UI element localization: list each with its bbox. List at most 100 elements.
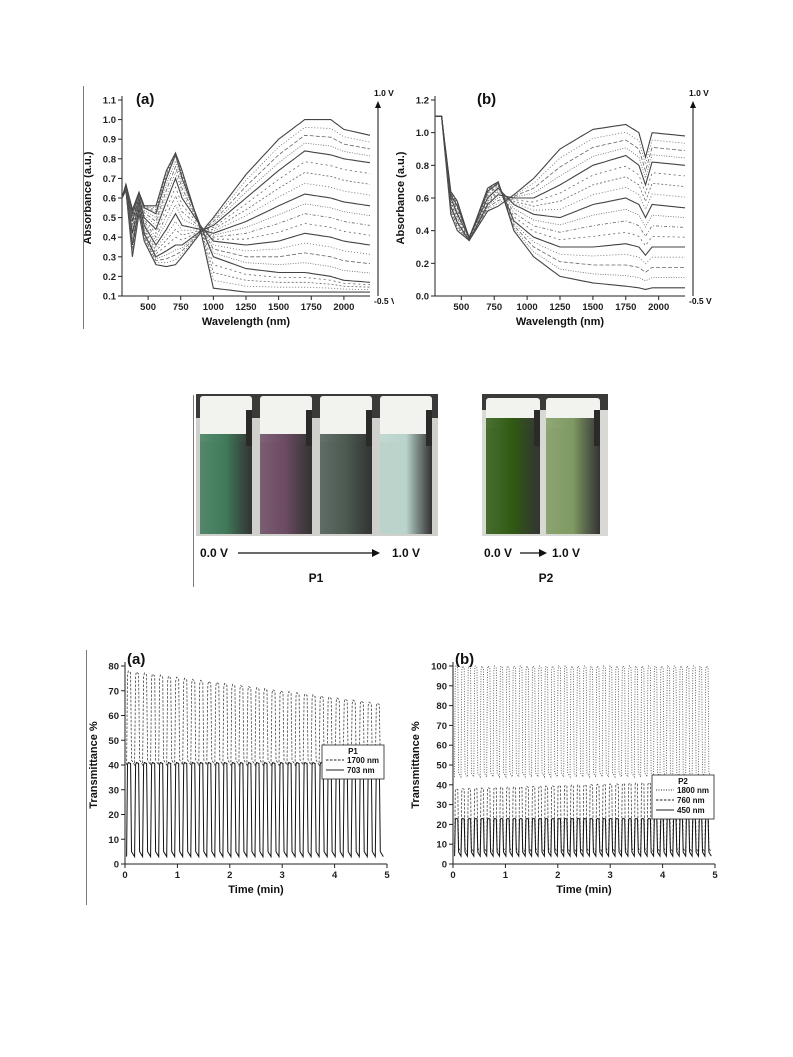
vial-clip: [246, 410, 252, 446]
p2-start-voltage: 0.0 V: [484, 546, 512, 560]
absorbance-curve: [121, 165, 371, 265]
x-tick-label: 1500: [268, 302, 289, 313]
x-tick-label: 4: [660, 870, 666, 881]
y-tick-label: 0.4: [416, 226, 430, 237]
fig1-left-rule: [83, 86, 84, 329]
absorbance-curve: [121, 153, 371, 286]
y-tick-label: 40: [436, 780, 447, 791]
absorbance-curve: [121, 176, 371, 246]
x-tick-label: 2: [555, 870, 560, 881]
legend-entry: 703 nm: [347, 766, 375, 775]
legend-entry: 1800 nm: [677, 786, 709, 795]
x-axis-label: Wavelength (nm): [516, 316, 605, 328]
x-tick-label: 1000: [517, 302, 538, 313]
y-tick-label: 60: [436, 741, 447, 752]
x-tick-label: 2000: [333, 302, 354, 313]
legend-entry: 450 nm: [677, 806, 705, 815]
voltage-arrow-head: [375, 101, 381, 108]
y-tick-label: 0.9: [103, 135, 116, 146]
y-tick-label: 0.0: [416, 292, 429, 303]
vial-cap: [320, 396, 372, 442]
p2-arrow-head: [539, 549, 547, 557]
legend-entry: 1700 nm: [347, 756, 379, 765]
y-tick-label: 0.5: [103, 213, 117, 224]
x-axis-label: Time (min): [228, 884, 284, 896]
vial-2: [260, 434, 312, 534]
y-tick-label: 50: [108, 736, 119, 747]
y-tick-label: 1.0: [103, 115, 116, 126]
y-tick-label: 0.8: [103, 154, 116, 165]
absorbance-curve: [435, 115, 686, 242]
panel-label: (b): [455, 651, 474, 668]
vial-cap: [260, 396, 312, 442]
vial-clip: [366, 410, 372, 446]
vial-6: [546, 418, 600, 534]
x-tick-label: 0: [450, 870, 455, 881]
x-tick-label: 3: [608, 870, 613, 881]
voltage-top-label: 1.0 V: [374, 88, 394, 98]
absorbance-curve: [435, 115, 686, 239]
legend-box: [651, 774, 715, 820]
y-tick-label: 0.2: [416, 259, 429, 270]
y-tick-label: 1.1: [103, 96, 117, 107]
y-tick-label: 0.6: [103, 194, 116, 205]
p1-label: P1: [309, 571, 324, 585]
vial-5: [486, 418, 540, 534]
x-tick-label: 0: [122, 870, 127, 881]
legend-title: P1: [348, 747, 358, 756]
vial-4: [380, 434, 432, 534]
absorbance-chart-b: 500 750 1000 1250 1500 1750 2000 0.0 0.2 0.4 0.6 0.…: [395, 88, 712, 328]
x-tick-label: 750: [173, 302, 189, 313]
x-tick-label: 1500: [582, 302, 603, 313]
x-tick-label: 1: [503, 870, 509, 881]
x-tick-label: 4: [332, 870, 338, 881]
absorbance-curve: [435, 115, 685, 291]
x-tick-label: 1750: [615, 302, 636, 313]
vial-1: [200, 434, 252, 534]
vial-clip: [594, 410, 600, 446]
y-tick-label: 20: [108, 810, 119, 821]
fig3-left-rule: [86, 650, 87, 905]
voltage-bottom-label: -0.5 V: [689, 296, 712, 306]
y-axis-label: Transmittance %: [410, 721, 422, 809]
absorbance-curve: [435, 115, 686, 240]
y-tick-label: 70: [108, 686, 119, 697]
y-tick-label: 80: [436, 701, 447, 712]
absorbance-curve: [121, 134, 371, 262]
x-tick-label: 500: [140, 302, 156, 313]
absorbance-curve: [435, 115, 685, 265]
x-tick-label: 5: [712, 870, 718, 881]
p1-start-voltage: 0.0 V: [200, 546, 228, 560]
x-tick-label: 500: [453, 302, 469, 313]
vial-cap: [380, 396, 432, 442]
vial-3: [320, 434, 372, 534]
y-tick-label: 1.0: [416, 128, 429, 139]
vial-cap: [200, 396, 252, 442]
y-tick-label: 20: [436, 820, 447, 831]
p2-end-voltage: 1.0 V: [552, 546, 580, 560]
y-tick-label: 50: [436, 761, 447, 772]
series-line-1800-nm: [454, 665, 712, 779]
y-tick-label: 0.7: [103, 174, 116, 185]
absorbance-curve: [435, 115, 686, 242]
y-tick-label: 0.2: [103, 272, 116, 283]
absorbance-chart-a: 500 750 1000 1250 1500 1750 2000 0.1 0.2 0.3 0.4 0.…: [84, 88, 394, 328]
series-line-703-nm: [126, 761, 384, 859]
y-tick-label: 0.1: [103, 292, 117, 303]
series-line-1700-nm: [126, 670, 384, 767]
y-tick-label: 0: [442, 860, 447, 871]
absorbance-curve: [435, 115, 685, 257]
y-tick-label: 1.2: [416, 96, 429, 107]
x-tick-label: 5: [384, 870, 390, 881]
panel-label: (b): [477, 91, 496, 108]
legend-box: [321, 744, 385, 780]
absorbance-curve: [121, 150, 371, 258]
x-tick-label: 1: [175, 870, 181, 881]
vial-clip: [306, 410, 312, 446]
x-tick-label: 1750: [301, 302, 322, 313]
y-tick-label: 30: [108, 785, 119, 796]
p2-label: P2: [539, 571, 554, 585]
y-tick-label: 60: [108, 711, 119, 722]
